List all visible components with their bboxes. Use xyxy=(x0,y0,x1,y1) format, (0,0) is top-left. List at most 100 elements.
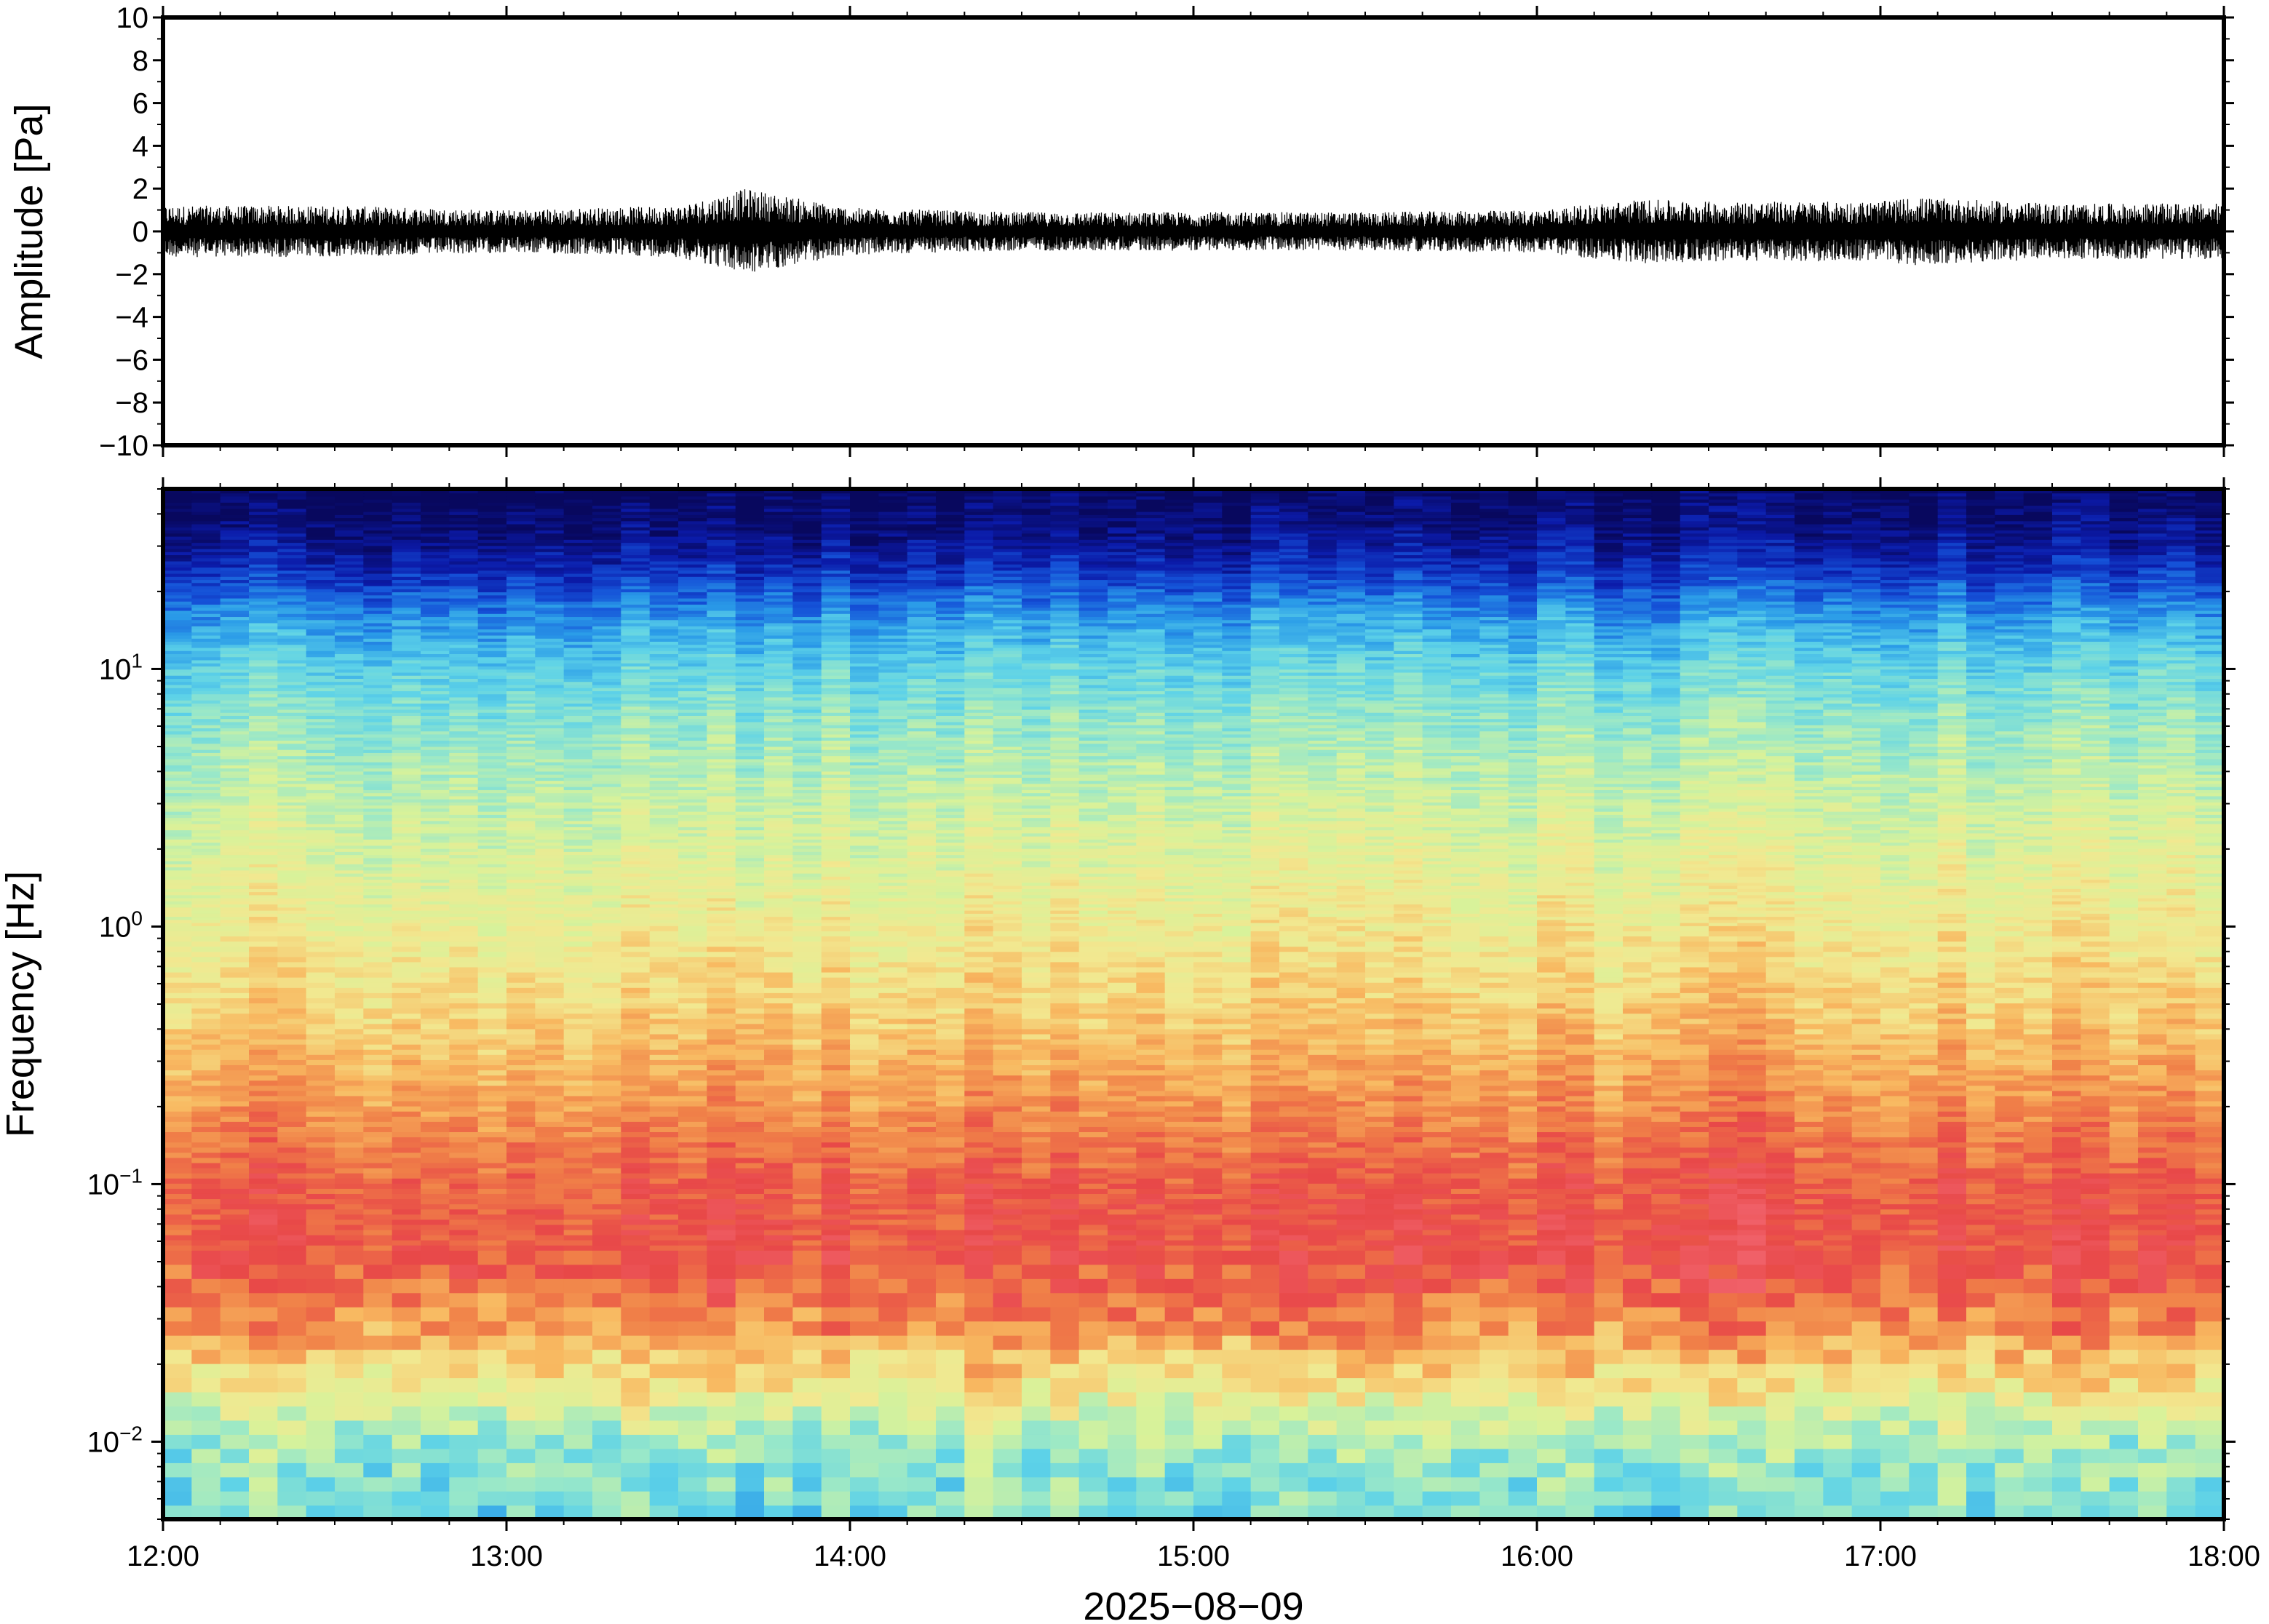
spectrogram-cell xyxy=(1594,1064,1624,1071)
spectrogram-cell xyxy=(2138,1142,2168,1148)
spectrogram-cell xyxy=(449,1013,479,1019)
spectrogram-cell xyxy=(563,1198,593,1205)
spectrogram-cell xyxy=(1995,1278,2024,1294)
spectrogram-cell xyxy=(1737,1115,1767,1122)
spectrogram-cell xyxy=(421,1095,450,1102)
spectrogram-cell xyxy=(335,1183,365,1189)
spectrogram-cell xyxy=(1966,1476,1996,1492)
spectrogram-cell xyxy=(621,1059,651,1065)
spectrogram-cell xyxy=(2166,1462,2196,1478)
spectrogram-cell xyxy=(1966,1033,1996,1040)
spectrogram-cell xyxy=(2109,1334,2139,1350)
spectrogram-cell xyxy=(477,1292,507,1307)
spectrogram-cell xyxy=(1680,1008,1709,1014)
spectrogram-cell xyxy=(1279,1075,1309,1081)
spectrogram-cell xyxy=(792,1224,822,1230)
spectrogram-cell xyxy=(792,1203,822,1210)
spectrogram-cell xyxy=(1594,1059,1624,1065)
spectrogram-cell xyxy=(735,1095,765,1102)
spectrogram-cell xyxy=(1565,1505,1595,1519)
spectrogram-cell xyxy=(1909,1142,1939,1148)
spectrogram-cell xyxy=(1880,1239,1910,1246)
spectrogram-cell xyxy=(535,1198,565,1205)
spectrogram-cell xyxy=(220,1219,250,1225)
spectrogram-cell xyxy=(621,1224,651,1230)
spectrogram-cell xyxy=(1279,1198,1309,1205)
spectrogram-cell xyxy=(2052,1126,2082,1133)
spectrogram-cell xyxy=(993,1167,1022,1174)
spectrogram-cell xyxy=(792,1448,822,1463)
spectrogram-cell xyxy=(1909,1209,1939,1215)
spectrogram-cell xyxy=(1336,1003,1366,1009)
spectrogram-cell xyxy=(1880,1476,1910,1492)
spectrogram-cell xyxy=(277,1209,307,1215)
spectrogram-cell xyxy=(1022,1214,1052,1220)
spectrogram-cell xyxy=(1909,1048,1939,1055)
spectrogram-cell xyxy=(649,1023,679,1030)
spectrogram-cell xyxy=(678,1105,708,1112)
spectrogram-cell xyxy=(993,1080,1022,1086)
spectrogram-cell xyxy=(2138,1100,2168,1107)
spectrogram-cell xyxy=(649,1448,679,1463)
spectrogram-cell xyxy=(1795,1278,1824,1294)
spectrogram-cell xyxy=(249,1013,279,1019)
spectrogram-cell xyxy=(1508,1121,1538,1127)
spectrogram-cell xyxy=(1222,1162,1252,1169)
spectrogram-cell xyxy=(1308,1033,1338,1040)
spectrogram-cell xyxy=(1336,1013,1366,1019)
spectrogram-cell xyxy=(220,1162,250,1169)
spectrogram-cell xyxy=(1451,1229,1481,1235)
spectrogram-cell xyxy=(1422,1095,1452,1102)
spectrogram-cell xyxy=(907,1391,937,1407)
spectrogram-cell xyxy=(1823,1142,1853,1148)
spectrogram-cell xyxy=(993,1476,1022,1492)
spectrogram-cell xyxy=(1479,1349,1509,1364)
spectrogram-cell xyxy=(1250,1177,1280,1184)
spectrogram-cell xyxy=(1222,1239,1252,1246)
spectrogram-cell xyxy=(1479,1476,1509,1492)
spectrogram-cell xyxy=(1164,1147,1194,1153)
spectrogram-cell xyxy=(1479,1033,1509,1040)
spectrogram-cell xyxy=(907,1476,937,1492)
spectrogram-cell xyxy=(1136,1085,1166,1091)
spectrogram-cell xyxy=(707,1505,736,1519)
spectrogram-cell xyxy=(1451,1013,1481,1019)
spectrogram-cell xyxy=(563,1219,593,1225)
spectrogram-cell xyxy=(1422,1023,1452,1030)
spectrogram-cell xyxy=(907,1115,937,1122)
spectrogram-cell xyxy=(1164,1334,1194,1350)
spectrogram-cell xyxy=(306,1003,335,1009)
spectrogram-cell xyxy=(1164,1013,1194,1019)
spectrogram-cell xyxy=(936,1162,966,1169)
spectrogram-cell xyxy=(592,1349,622,1364)
spectrogram-cell xyxy=(1508,1188,1538,1194)
spectrogram-cell xyxy=(421,1224,450,1230)
spectrogram-cell xyxy=(1136,1115,1166,1122)
spectrogram-cell xyxy=(421,1075,450,1081)
spectrogram-cell xyxy=(1078,1234,1108,1241)
spectrogram-cell xyxy=(1995,1080,2024,1086)
spectrogram-cell xyxy=(1394,1193,1423,1200)
spectrogram-cell xyxy=(1909,1306,1939,1322)
spectrogram-cell xyxy=(277,1239,307,1246)
spectrogram-cell xyxy=(2109,1064,2139,1071)
spectrogram-cell xyxy=(306,1013,335,1019)
spectrogram-cell xyxy=(1108,1278,1137,1294)
spectrogram-cell xyxy=(1422,1203,1452,1210)
spectrogram-cell xyxy=(792,1162,822,1169)
spectrogram-cell xyxy=(707,1209,736,1215)
spectrogram-cell xyxy=(506,1234,536,1241)
spectrogram-cell xyxy=(535,1292,565,1307)
spectrogram-cell xyxy=(1222,1054,1252,1060)
spectrogram-cell xyxy=(1394,1306,1423,1322)
spectrogram-cell xyxy=(993,1462,1022,1478)
spectrogram-cell xyxy=(1164,1115,1194,1122)
spectrogram-cell xyxy=(735,1476,765,1492)
spectrogram-cell xyxy=(649,1406,679,1421)
spectrogram-cell xyxy=(1508,1476,1538,1492)
spectrogram-cell xyxy=(850,1008,880,1014)
spectrogram-cell xyxy=(1851,1110,1881,1117)
spectrogram-cell xyxy=(964,1003,994,1009)
spectrogram-cell xyxy=(1851,1209,1881,1215)
spectrogram-cell xyxy=(2081,1462,2110,1478)
